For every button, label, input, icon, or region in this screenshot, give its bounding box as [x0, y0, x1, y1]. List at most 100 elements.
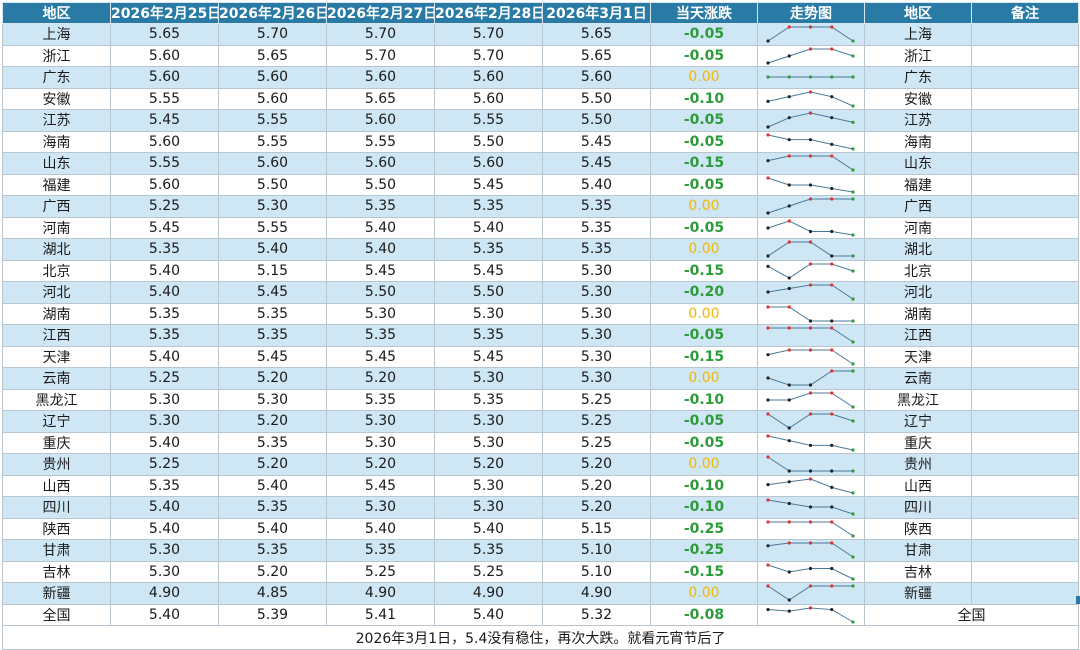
header-trend[interactable]: 走势图	[757, 2, 865, 24]
region-cell-right[interactable]: 海南	[864, 130, 972, 153]
trend-sparkline-cell[interactable]	[757, 539, 865, 562]
price-cell-day-4[interactable]: 5.35	[434, 388, 543, 411]
price-cell-day-4[interactable]: 5.35	[434, 324, 543, 347]
change-cell[interactable]: 0.00	[650, 582, 758, 605]
remark-cell[interactable]	[971, 324, 1079, 347]
price-cell-day-2[interactable]: 5.35	[218, 496, 327, 519]
price-cell-day-5[interactable]: 5.30	[542, 345, 651, 368]
remark-cell[interactable]	[971, 216, 1079, 239]
region-cell-right[interactable]: 山西	[864, 474, 972, 497]
change-cell[interactable]: -0.05	[650, 324, 758, 347]
price-cell-day-1[interactable]: 5.40	[110, 517, 219, 540]
price-cell-day-4[interactable]: 5.40	[434, 517, 543, 540]
region-cell[interactable]: 四川	[2, 496, 111, 519]
region-cell[interactable]: 云南	[2, 367, 111, 390]
change-cell[interactable]: 0.00	[650, 302, 758, 325]
change-cell[interactable]: -0.10	[650, 388, 758, 411]
price-cell-day-3[interactable]: 5.50	[326, 173, 435, 196]
price-cell-day-2[interactable]: 5.40	[218, 474, 327, 497]
region-cell-right[interactable]: 河南	[864, 216, 972, 239]
change-cell[interactable]: 0.00	[650, 238, 758, 261]
trend-sparkline-cell[interactable]	[757, 23, 865, 46]
region-cell-right[interactable]: 全国	[864, 603, 1079, 626]
price-cell-day-1[interactable]: 5.40	[110, 281, 219, 304]
price-cell-day-5[interactable]: 5.20	[542, 474, 651, 497]
price-cell-day-2[interactable]: 5.60	[218, 152, 327, 175]
remark-cell[interactable]	[971, 582, 1079, 605]
change-cell[interactable]: 0.00	[650, 453, 758, 476]
price-cell-day-4[interactable]: 5.35	[434, 195, 543, 218]
price-cell-day-2[interactable]: 5.60	[218, 66, 327, 89]
trend-sparkline-cell[interactable]	[757, 603, 865, 626]
change-cell[interactable]: -0.05	[650, 410, 758, 433]
price-cell-day-3[interactable]: 5.70	[326, 44, 435, 67]
trend-sparkline-cell[interactable]	[757, 173, 865, 196]
change-cell[interactable]: -0.08	[650, 603, 758, 626]
trend-sparkline-cell[interactable]	[757, 560, 865, 583]
price-cell-day-3[interactable]: 5.35	[326, 388, 435, 411]
price-cell-day-3[interactable]: 5.45	[326, 345, 435, 368]
remark-cell[interactable]	[971, 302, 1079, 325]
region-cell-right[interactable]: 浙江	[864, 44, 972, 67]
region-cell[interactable]: 北京	[2, 259, 111, 282]
price-cell-day-5[interactable]: 5.10	[542, 539, 651, 562]
price-cell-day-1[interactable]: 5.35	[110, 324, 219, 347]
region-cell-right[interactable]: 湖北	[864, 238, 972, 261]
price-cell-day-4[interactable]: 5.40	[434, 216, 543, 239]
trend-sparkline-cell[interactable]	[757, 195, 865, 218]
price-cell-day-5[interactable]: 5.45	[542, 152, 651, 175]
remark-cell[interactable]	[971, 367, 1079, 390]
price-cell-day-4[interactable]: 5.30	[434, 496, 543, 519]
price-cell-day-3[interactable]: 5.20	[326, 367, 435, 390]
region-cell-right[interactable]: 上海	[864, 23, 972, 46]
price-cell-day-1[interactable]: 5.45	[110, 216, 219, 239]
region-cell-right[interactable]: 湖南	[864, 302, 972, 325]
price-cell-day-3[interactable]: 5.45	[326, 474, 435, 497]
region-cell-right[interactable]: 河北	[864, 281, 972, 304]
region-cell[interactable]: 黑龙江	[2, 388, 111, 411]
price-cell-day-2[interactable]: 5.55	[218, 109, 327, 132]
price-cell-day-4[interactable]: 5.60	[434, 152, 543, 175]
price-cell-day-2[interactable]: 5.70	[218, 23, 327, 46]
price-cell-day-2[interactable]: 5.40	[218, 238, 327, 261]
region-cell[interactable]: 浙江	[2, 44, 111, 67]
trend-sparkline-cell[interactable]	[757, 152, 865, 175]
remark-cell[interactable]	[971, 453, 1079, 476]
price-cell-day-4[interactable]: 5.40	[434, 603, 543, 626]
region-cell[interactable]: 新疆	[2, 582, 111, 605]
price-cell-day-4[interactable]: 5.30	[434, 302, 543, 325]
price-cell-day-2[interactable]: 5.35	[218, 431, 327, 454]
trend-sparkline-cell[interactable]	[757, 87, 865, 110]
price-cell-day-4[interactable]: 5.45	[434, 345, 543, 368]
remark-cell[interactable]	[971, 517, 1079, 540]
price-cell-day-3[interactable]: 5.60	[326, 109, 435, 132]
price-cell-day-3[interactable]: 5.35	[326, 195, 435, 218]
region-cell[interactable]: 山东	[2, 152, 111, 175]
remark-cell[interactable]	[971, 238, 1079, 261]
trend-sparkline-cell[interactable]	[757, 216, 865, 239]
trend-sparkline-cell[interactable]	[757, 474, 865, 497]
price-cell-day-4[interactable]: 5.30	[434, 410, 543, 433]
region-cell[interactable]: 天津	[2, 345, 111, 368]
price-cell-day-5[interactable]: 5.30	[542, 324, 651, 347]
price-cell-day-5[interactable]: 5.32	[542, 603, 651, 626]
remark-cell[interactable]	[971, 109, 1079, 132]
footer-note[interactable]: 2026年3月1日，5.4没有稳住，再次大跌。就看元宵节后了	[2, 625, 1079, 650]
region-cell-right[interactable]: 黑龙江	[864, 388, 972, 411]
trend-sparkline-cell[interactable]	[757, 496, 865, 519]
price-cell-day-4[interactable]: 5.60	[434, 66, 543, 89]
price-cell-day-5[interactable]: 5.30	[542, 367, 651, 390]
price-cell-day-5[interactable]: 5.45	[542, 130, 651, 153]
price-cell-day-1[interactable]: 4.90	[110, 582, 219, 605]
region-cell[interactable]: 安徽	[2, 87, 111, 110]
price-cell-day-5[interactable]: 5.35	[542, 238, 651, 261]
remark-cell[interactable]	[971, 474, 1079, 497]
change-cell[interactable]: -0.25	[650, 539, 758, 562]
price-cell-day-1[interactable]: 5.35	[110, 474, 219, 497]
price-cell-day-4[interactable]: 5.45	[434, 173, 543, 196]
price-cell-day-1[interactable]: 5.25	[110, 453, 219, 476]
change-cell[interactable]: -0.05	[650, 431, 758, 454]
price-cell-day-4[interactable]: 5.20	[434, 453, 543, 476]
region-cell[interactable]: 重庆	[2, 431, 111, 454]
price-cell-day-4[interactable]: 5.50	[434, 130, 543, 153]
